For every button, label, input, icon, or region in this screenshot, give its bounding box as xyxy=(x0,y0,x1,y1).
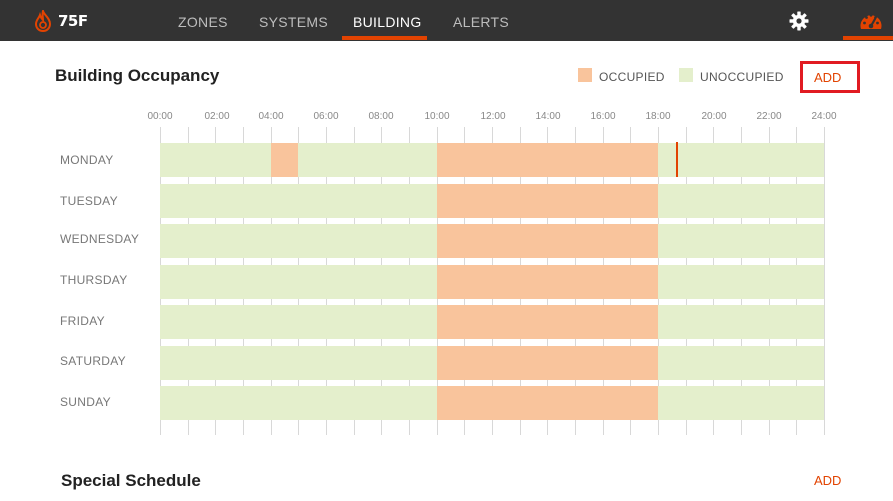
hour-label: 04:00 xyxy=(258,111,284,122)
occupied-block[interactable] xyxy=(271,143,298,177)
page-title: Building Occupancy xyxy=(55,66,220,85)
legend-unoccupied-label: UNOCCUPIED xyxy=(700,70,784,84)
add-special-schedule-button[interactable]: ADD xyxy=(814,473,842,488)
logo-text: 75F xyxy=(58,12,88,30)
day-label-sunday: SUNDAY xyxy=(60,395,111,409)
day-label-friday: FRIDAY xyxy=(60,314,105,328)
hour-label: 14:00 xyxy=(535,111,561,122)
hour-label: 20:00 xyxy=(701,111,727,122)
hour-label: 08:00 xyxy=(368,111,394,122)
active-tab-indicator xyxy=(342,36,427,40)
dashboard-gauge-icon[interactable] xyxy=(858,10,884,32)
nav-building[interactable]: BUILDING xyxy=(353,14,422,30)
hour-label: 22:00 xyxy=(756,111,782,122)
hour-label: 16:00 xyxy=(590,111,616,122)
occupied-block[interactable] xyxy=(437,184,658,218)
day-label-monday: MONDAY xyxy=(60,153,114,167)
occupied-block[interactable] xyxy=(437,386,658,420)
hour-label: 10:00 xyxy=(424,111,450,122)
occupied-block[interactable] xyxy=(437,224,658,258)
add-button-highlight xyxy=(800,61,860,93)
add-occupancy-button[interactable]: ADD xyxy=(814,70,842,85)
occupied-block[interactable] xyxy=(437,143,658,177)
top-nav-bar: 75F ZONES SYSTEMS BUILDING ALERTS xyxy=(0,0,893,41)
hour-gridline xyxy=(824,127,825,435)
legend-unoccupied-swatch xyxy=(679,68,693,82)
occupied-block[interactable] xyxy=(437,305,658,339)
nav-alerts[interactable]: ALERTS xyxy=(453,14,510,30)
day-label-thursday: THURSDAY xyxy=(60,273,128,287)
occupied-block[interactable] xyxy=(437,265,658,299)
current-time-marker xyxy=(676,142,678,177)
hour-label: 18:00 xyxy=(645,111,671,122)
legend-occupied-swatch xyxy=(578,68,592,82)
logo[interactable]: 75F xyxy=(33,9,88,33)
flame-logo-icon xyxy=(34,10,52,32)
day-label-tuesday: TUESDAY xyxy=(60,194,118,208)
occupied-block[interactable] xyxy=(437,346,658,380)
active-icon-indicator xyxy=(843,36,893,40)
gear-icon[interactable] xyxy=(789,11,809,31)
hour-label: 24:00 xyxy=(811,111,837,122)
hour-label: 06:00 xyxy=(313,111,339,122)
nav-zones[interactable]: ZONES xyxy=(178,14,228,30)
legend-occupied-label: OCCUPIED xyxy=(599,70,665,84)
hour-label: 12:00 xyxy=(480,111,506,122)
hour-label: 00:00 xyxy=(147,111,173,122)
special-schedule-title: Special Schedule xyxy=(61,471,201,490)
hour-label: 02:00 xyxy=(204,111,230,122)
day-label-saturday: SATURDAY xyxy=(60,354,126,368)
day-label-wednesday: WEDNESDAY xyxy=(60,232,140,246)
nav-systems[interactable]: SYSTEMS xyxy=(259,14,329,30)
